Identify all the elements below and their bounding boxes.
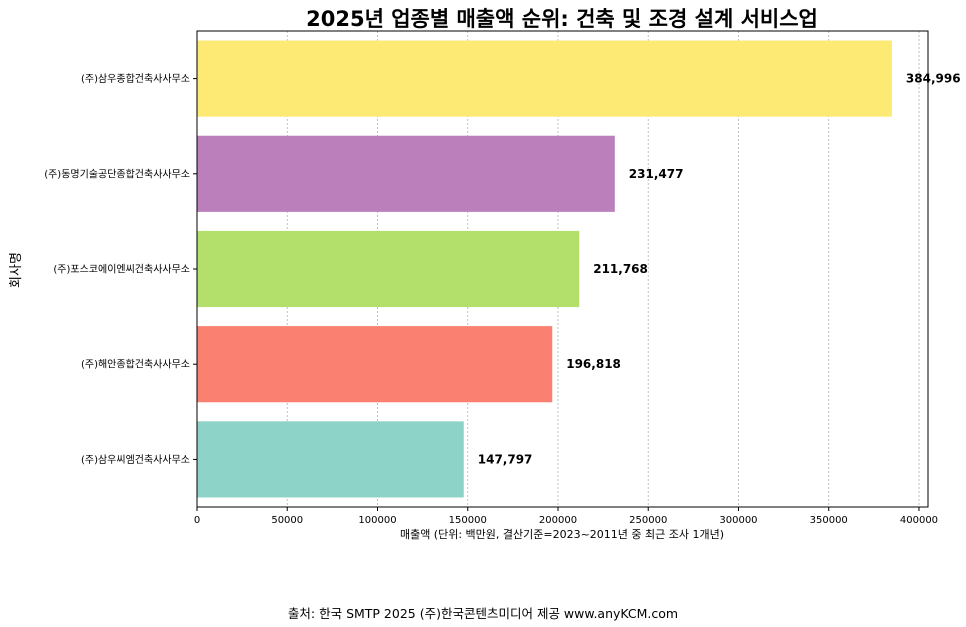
value-label: 147,797: [478, 452, 533, 466]
x-tick-label: 300000: [719, 515, 757, 526]
source-note: 출처: 한국 SMTP 2025 (주)한국콘텐츠미디어 제공 www.anyK…: [287, 606, 679, 621]
x-tick-label: 100000: [358, 515, 396, 526]
x-tick-label: 250000: [629, 515, 667, 526]
x-tick-label: 350000: [810, 515, 848, 526]
x-tick-label: 200000: [539, 515, 577, 526]
y-axis-label: 회사명: [9, 252, 24, 288]
y-axis-categories: (주)삼우종합건축사사무소 (주)동명기술공단종합건축사사무소 (주)포스코에이엔씨…: [44, 73, 197, 466]
value-label: 211,768: [593, 262, 648, 276]
chart-title: 2025년 업종별 매출액 순위: 건축 및 조경 설계 서비스업: [306, 7, 818, 31]
value-label: 196,818: [566, 357, 621, 371]
category-label: (주)삼우씨엠건축사사무소: [81, 454, 190, 466]
category-label: (주)포스코에이엔씨건축사사무소: [53, 264, 190, 276]
value-label: 231,477: [629, 167, 684, 181]
x-tick-label: 50000: [271, 515, 303, 526]
bar: [197, 135, 615, 212]
bars: [197, 40, 892, 498]
category-label: (주)해안종합건축사사무소: [81, 358, 190, 371]
bar: [197, 230, 580, 308]
bar: [197, 421, 464, 498]
category-label: (주)동명기술공단종합건축사사무소: [44, 168, 190, 180]
x-axis-ticks: 0 50000 100000 150000 200000 250000 300000 3500…: [194, 507, 938, 526]
bar: [197, 40, 892, 117]
category-label: (주)삼우종합건축사사무소: [81, 73, 190, 85]
bar: [197, 326, 553, 403]
value-label: 384,996: [906, 72, 961, 86]
value-labels: 384,996 231,477 211,768 196,818 147,797: [478, 72, 961, 467]
x-axis-label: 매출액 (단위: 백만원, 결산기준=2023~2011년 중 최근 조사 1개…: [400, 528, 724, 541]
x-tick-label: 0: [194, 515, 200, 526]
x-tick-label: 400000: [900, 515, 938, 526]
x-tick-label: 150000: [449, 515, 487, 526]
